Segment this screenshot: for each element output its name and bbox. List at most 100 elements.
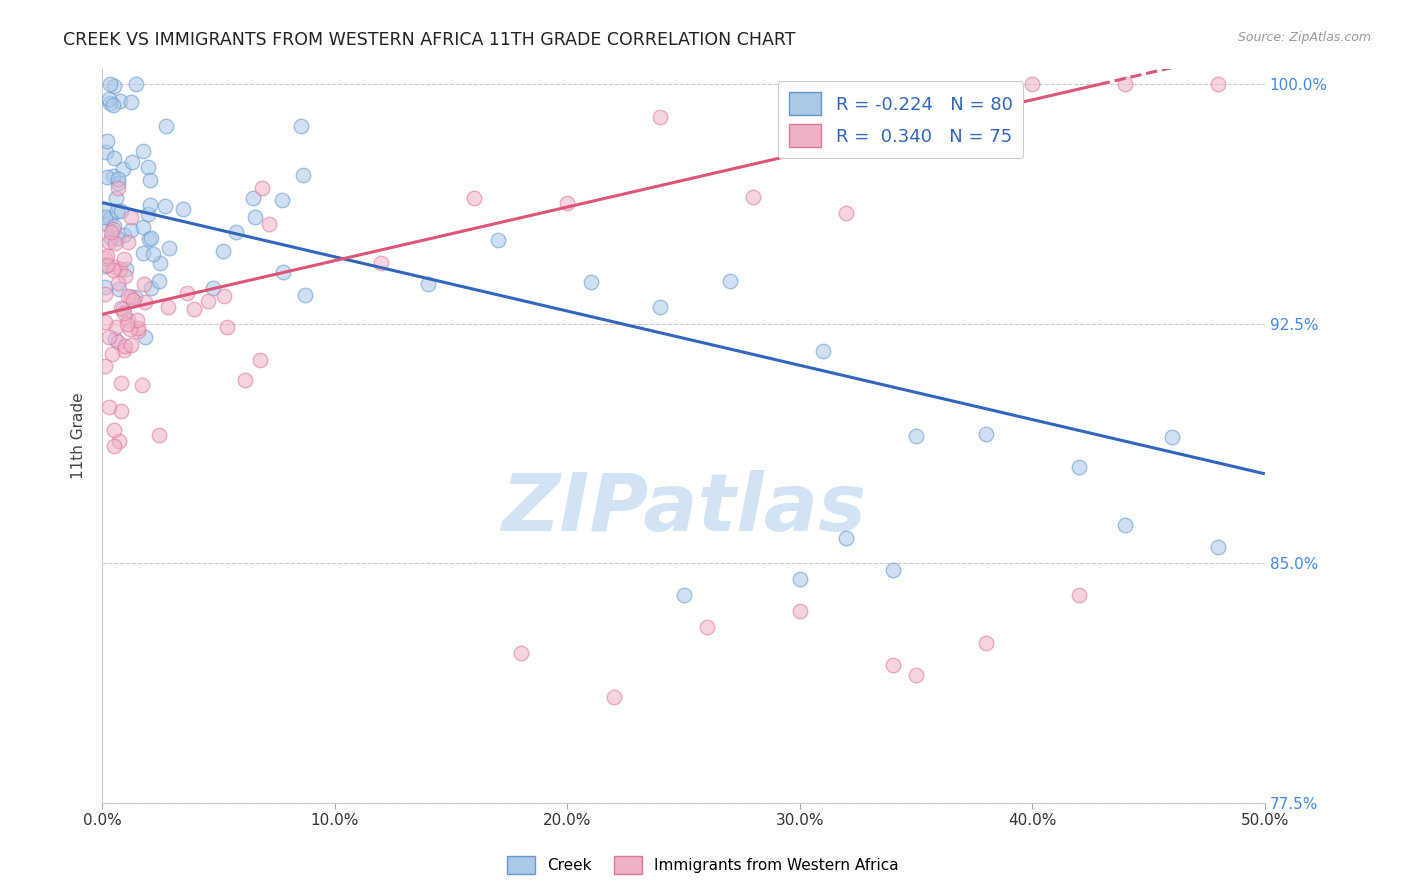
- Point: [105, 204, 128, 219]
- Point: [370, 256, 392, 270]
- Point: [110, 404, 132, 418]
- Point: [141, 247, 163, 261]
- Point: [789, 604, 811, 618]
- Point: [928, 115, 950, 129]
- Point: [103, 78, 125, 93]
- Point: [104, 319, 127, 334]
- Point: [1160, 430, 1182, 444]
- Point: [104, 235, 127, 250]
- Point: [696, 620, 718, 634]
- Point: [94, 145, 117, 159]
- Point: [124, 290, 146, 304]
- Point: [555, 195, 578, 210]
- Point: [101, 98, 124, 112]
- Point: [125, 313, 148, 327]
- Point: [103, 151, 125, 165]
- Point: [789, 572, 811, 586]
- Point: [250, 181, 273, 195]
- Point: [132, 219, 155, 234]
- Point: [107, 434, 129, 448]
- Point: [104, 333, 127, 347]
- Point: [974, 636, 997, 650]
- Point: [139, 172, 162, 186]
- Point: [811, 343, 834, 358]
- Point: [93, 359, 115, 373]
- Point: [1067, 460, 1090, 475]
- Point: [172, 202, 194, 216]
- Point: [96, 134, 118, 148]
- Point: [149, 256, 172, 270]
- Point: [110, 301, 132, 316]
- Point: [835, 205, 858, 219]
- Point: [93, 252, 115, 266]
- Point: [101, 346, 124, 360]
- Point: [107, 334, 129, 349]
- Point: [107, 176, 129, 190]
- Point: [905, 668, 928, 682]
- Point: [212, 288, 235, 302]
- Point: [271, 193, 294, 207]
- Point: [579, 275, 602, 289]
- Legend: Creek, Immigrants from Western Africa: Creek, Immigrants from Western Africa: [501, 850, 905, 880]
- Point: [242, 191, 264, 205]
- Point: [243, 210, 266, 224]
- Point: [108, 261, 131, 276]
- Point: [103, 263, 125, 277]
- Point: [107, 171, 129, 186]
- Point: [98, 211, 121, 225]
- Point: [835, 531, 858, 545]
- Point: [1021, 78, 1043, 92]
- Y-axis label: 11th Grade: 11th Grade: [72, 392, 86, 479]
- Point: [117, 289, 139, 303]
- Point: [139, 197, 162, 211]
- Point: [136, 161, 159, 175]
- Point: [120, 223, 142, 237]
- Point: [509, 646, 531, 660]
- Point: [93, 259, 115, 273]
- Point: [96, 170, 118, 185]
- Point: [117, 235, 139, 250]
- Point: [463, 191, 485, 205]
- Point: [93, 210, 115, 224]
- Point: [132, 144, 155, 158]
- Point: [1067, 588, 1090, 602]
- Point: [132, 277, 155, 291]
- Point: [271, 265, 294, 279]
- Point: [108, 95, 131, 109]
- Point: [98, 78, 121, 92]
- Point: [98, 92, 121, 106]
- Point: [96, 249, 118, 263]
- Text: Source: ZipAtlas.com: Source: ZipAtlas.com: [1237, 31, 1371, 45]
- Point: [120, 210, 142, 224]
- Point: [127, 321, 149, 335]
- Point: [974, 427, 997, 442]
- Point: [93, 203, 115, 218]
- Legend: R = -0.224   N = 80, R =  0.340   N = 75: R = -0.224 N = 80, R = 0.340 N = 75: [778, 81, 1024, 158]
- Point: [294, 288, 316, 302]
- Point: [94, 286, 117, 301]
- Point: [131, 246, 153, 260]
- Point: [112, 343, 135, 357]
- Point: [650, 110, 672, 124]
- Point: [103, 260, 125, 274]
- Point: [94, 315, 117, 329]
- Point: [125, 78, 148, 92]
- Point: [100, 231, 122, 245]
- Point: [103, 222, 125, 236]
- Point: [112, 227, 135, 242]
- Point: [105, 231, 128, 245]
- Point: [650, 301, 672, 315]
- Point: [225, 225, 247, 239]
- Point: [105, 191, 128, 205]
- Point: [156, 300, 179, 314]
- Point: [157, 241, 180, 255]
- Point: [96, 217, 118, 231]
- Point: [215, 319, 238, 334]
- Point: [93, 280, 115, 294]
- Point: [141, 281, 163, 295]
- Point: [155, 120, 177, 134]
- Point: [136, 207, 159, 221]
- Point: [134, 294, 156, 309]
- Point: [103, 219, 125, 234]
- Point: [112, 252, 135, 266]
